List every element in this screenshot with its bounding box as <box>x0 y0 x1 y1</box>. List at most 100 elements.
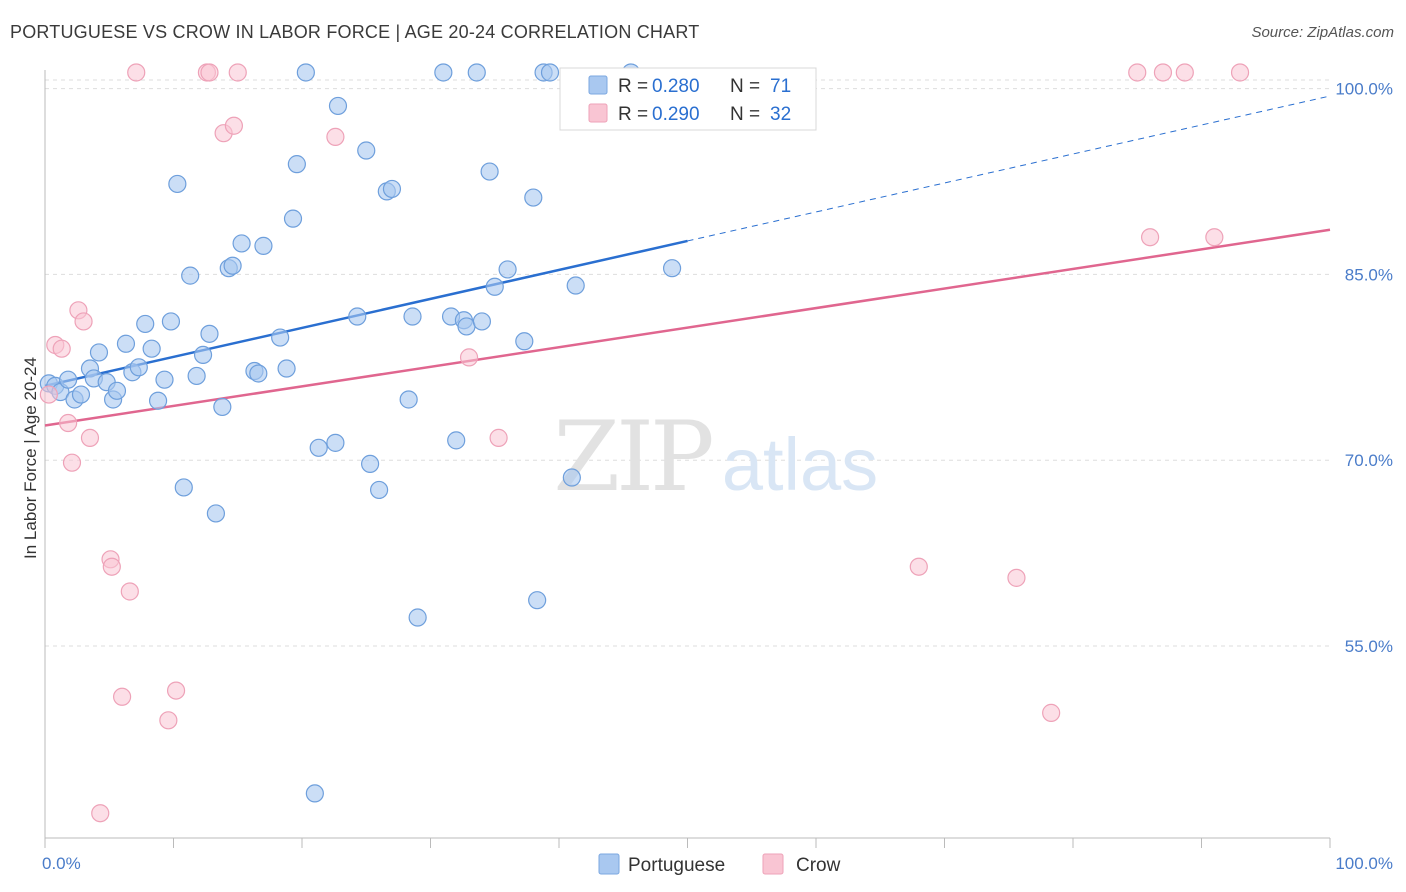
point-crow-15 <box>166 681 186 700</box>
legend-swatch-crow <box>588 103 608 123</box>
point-portuguese-21 <box>174 478 193 497</box>
point-portuguese-3 <box>59 370 78 389</box>
point-portuguese-62 <box>515 332 534 351</box>
data-points <box>39 63 1250 823</box>
bottom-legend-swatch-crow <box>762 853 784 875</box>
x-tick-labels: 0.0% 100.0% <box>42 854 1393 873</box>
point-crow-12 <box>120 582 139 601</box>
point-portuguese-41 <box>326 433 345 452</box>
point-crow-26 <box>1042 703 1061 722</box>
legend-r-label-portuguese: R = <box>618 76 648 97</box>
point-portuguese-57 <box>467 63 486 82</box>
legend-n-value-crow: 32 <box>770 104 791 125</box>
point-portuguese-44 <box>357 141 376 160</box>
legend-n-label-portuguese: N = <box>730 76 760 97</box>
point-portuguese-12 <box>116 334 136 353</box>
point-portuguese-46 <box>370 480 389 500</box>
point-portuguese-14 <box>129 358 148 377</box>
point-crow-23 <box>489 428 508 447</box>
point-portuguese-33 <box>254 236 273 255</box>
point-crow-13 <box>127 63 146 82</box>
point-portuguese-15 <box>136 314 155 334</box>
point-portuguese-5 <box>71 385 91 404</box>
chart-title: PORTUGUESE VS CROW IN LABOR FORCE | AGE … <box>10 22 700 42</box>
point-portuguese-11 <box>107 381 127 400</box>
legend-swatch-portuguese <box>588 75 608 95</box>
legend-r-label-crow: R = <box>618 104 648 125</box>
point-portuguese-18 <box>155 370 174 389</box>
point-crow-29 <box>1153 63 1173 82</box>
y-tick-label-3: 100.0% <box>1335 80 1393 99</box>
watermark: ZIP atlas <box>553 401 878 513</box>
point-portuguese-26 <box>206 504 226 523</box>
point-portuguese-40 <box>309 438 328 457</box>
point-crow-30 <box>1175 63 1194 82</box>
point-crow-11 <box>112 687 132 706</box>
bottom-legend: Portuguese Crow <box>598 853 841 876</box>
x-tick-label-1: 100.0% <box>1335 854 1393 873</box>
point-portuguese-24 <box>193 345 213 365</box>
point-portuguese-63 <box>524 188 543 207</box>
axes <box>44 70 1331 848</box>
trend-line-portuguese <box>44 239 688 388</box>
point-portuguese-37 <box>287 155 306 174</box>
point-portuguese-19 <box>161 312 181 331</box>
bottom-legend-label-crow: Crow <box>796 855 841 876</box>
legend-r-value-portuguese: 0.280 <box>652 76 700 97</box>
legend-n-value-portuguese: 71 <box>770 76 791 97</box>
point-portuguese-30 <box>232 234 251 253</box>
point-portuguese-22 <box>181 266 200 285</box>
point-crow-0 <box>39 385 58 404</box>
point-portuguese-54 <box>447 431 466 450</box>
x-tick-label-0: 0.0% <box>42 854 81 873</box>
point-crow-2 <box>52 339 71 358</box>
point-portuguese-56 <box>457 317 476 336</box>
point-portuguese-8 <box>89 343 109 362</box>
point-portuguese-45 <box>361 454 380 474</box>
point-portuguese-23 <box>187 366 206 386</box>
point-crow-3 <box>59 413 78 433</box>
point-portuguese-20 <box>168 174 187 194</box>
watermark-zip: ZIP <box>553 401 712 513</box>
bottom-legend-swatch-portuguese <box>598 853 620 875</box>
point-portuguese-50 <box>403 307 422 326</box>
point-portuguese-59 <box>480 162 499 181</box>
point-portuguese-49 <box>399 390 418 409</box>
point-portuguese-36 <box>283 209 303 228</box>
point-crow-32 <box>1230 63 1250 82</box>
point-portuguese-66 <box>540 63 560 82</box>
point-portuguese-17 <box>148 391 168 410</box>
point-crow-7 <box>80 428 100 447</box>
point-crow-14 <box>159 711 178 730</box>
point-portuguese-42 <box>328 96 348 116</box>
y-tick-labels: 55.0% 70.0% 85.0% 100.0% <box>1335 80 1393 656</box>
point-portuguese-16 <box>142 339 161 358</box>
point-portuguese-35 <box>277 359 296 378</box>
point-portuguese-58 <box>472 312 491 331</box>
point-portuguese-27 <box>213 397 232 417</box>
point-portuguese-32 <box>249 364 268 383</box>
point-portuguese-52 <box>434 63 453 82</box>
watermark-atlas: atlas <box>722 423 878 506</box>
point-portuguese-29 <box>223 256 242 275</box>
trend-lines <box>44 95 1331 427</box>
point-crow-22 <box>459 348 479 367</box>
source-label: Source: ZipAtlas.com <box>1251 24 1394 41</box>
point-crow-27 <box>1128 63 1147 82</box>
point-crow-24 <box>909 557 928 576</box>
point-portuguese-60 <box>485 277 504 296</box>
point-portuguese-68 <box>566 276 585 295</box>
grid-lines <box>45 79 1330 647</box>
legend-n-label-crow: N = <box>730 104 760 125</box>
point-crow-4 <box>62 453 82 472</box>
point-portuguese-67 <box>562 468 581 487</box>
point-crow-28 <box>1140 228 1160 247</box>
point-portuguese-48 <box>382 179 402 199</box>
point-portuguese-64 <box>528 591 547 610</box>
point-portuguese-61 <box>498 260 517 279</box>
point-portuguese-70 <box>662 259 682 278</box>
point-crow-8 <box>91 804 110 823</box>
point-crow-19 <box>224 116 243 135</box>
point-portuguese-51 <box>408 608 427 627</box>
